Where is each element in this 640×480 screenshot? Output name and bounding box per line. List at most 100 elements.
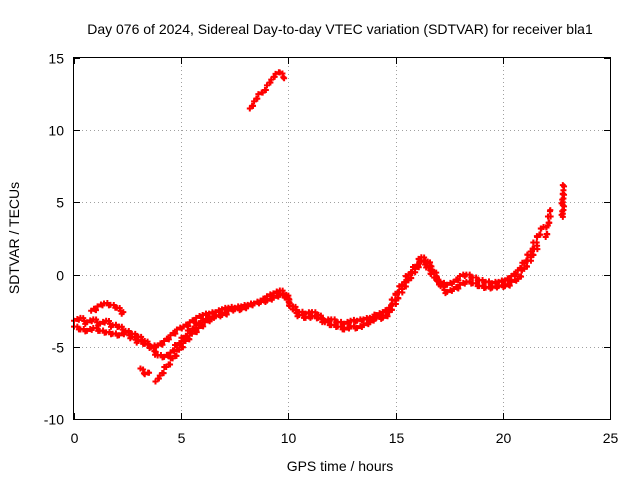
data-point	[518, 273, 525, 280]
data-point	[545, 219, 552, 226]
data-point	[200, 323, 207, 330]
data-point	[141, 371, 148, 378]
y-tick-label: -5	[52, 340, 65, 356]
data-point	[455, 285, 462, 292]
x-tick-label: 5	[178, 430, 186, 446]
data-point	[94, 303, 101, 310]
data-point	[144, 338, 151, 345]
data-point	[523, 263, 530, 270]
series-track-e	[137, 365, 153, 378]
data-point	[456, 281, 463, 288]
data-point	[559, 213, 566, 220]
data-point	[254, 95, 261, 102]
data-point	[250, 102, 257, 109]
data-point	[193, 314, 200, 321]
gridlines	[74, 58, 610, 419]
data-point	[270, 290, 277, 297]
y-tick-label: 15	[48, 51, 64, 67]
data-point	[440, 283, 447, 290]
data-point	[537, 231, 544, 238]
chart-title: Day 076 of 2024, Sidereal Day-to-day VTE…	[87, 21, 593, 37]
data-point	[263, 293, 270, 300]
data-point	[186, 336, 193, 343]
data-point	[409, 269, 416, 276]
data-point	[152, 348, 159, 355]
data-point	[244, 303, 251, 310]
series-track-d	[152, 316, 215, 385]
data-point	[286, 300, 293, 307]
data-point	[415, 262, 422, 269]
data-point	[543, 230, 550, 237]
data-point	[120, 309, 127, 316]
data-point	[319, 316, 326, 323]
data-point	[341, 326, 348, 333]
data-point	[173, 352, 180, 359]
data-point	[281, 75, 288, 82]
data-point	[388, 302, 395, 309]
data-point	[165, 336, 172, 343]
data-point	[255, 91, 262, 98]
data-point	[96, 320, 103, 327]
data-point	[83, 319, 90, 326]
y-tick-label: 10	[48, 123, 64, 139]
data-point	[402, 279, 409, 286]
data-point	[530, 252, 537, 259]
data-point	[172, 330, 179, 337]
data-point	[360, 322, 367, 329]
series-track-f	[246, 69, 288, 112]
data-point	[508, 278, 515, 285]
data-point	[201, 319, 208, 326]
series-track-c	[88, 300, 127, 317]
data-point	[370, 317, 377, 324]
data-markers	[71, 69, 568, 385]
y-axis-ticks: -10 -5 0 5 10 15	[44, 51, 610, 428]
data-point	[146, 369, 153, 376]
data-point	[392, 296, 399, 303]
x-axis-label: GPS time / hours	[287, 458, 394, 474]
y-tick-label: -10	[44, 412, 64, 428]
data-point	[354, 325, 361, 332]
data-point	[193, 329, 200, 336]
data-point	[191, 318, 198, 325]
data-point	[444, 288, 451, 295]
data-point	[395, 295, 402, 302]
data-point	[547, 213, 554, 220]
data-point	[160, 370, 167, 377]
series-track-b	[71, 242, 541, 361]
data-point	[179, 344, 186, 351]
data-point	[272, 70, 279, 77]
data-point	[208, 316, 215, 323]
data-point	[173, 326, 180, 333]
data-point	[534, 242, 541, 249]
data-point	[513, 271, 520, 278]
x-tick-label: 25	[603, 430, 619, 446]
data-point	[223, 311, 230, 318]
data-point	[251, 300, 258, 307]
data-point	[408, 275, 415, 282]
data-point	[455, 277, 462, 284]
x-tick-label: 0	[71, 430, 79, 446]
y-tick-label: 5	[56, 195, 64, 211]
x-tick-label: 20	[496, 430, 512, 446]
x-tick-label: 15	[389, 430, 405, 446]
series-track-a	[71, 223, 547, 350]
data-point	[92, 307, 99, 314]
data-point	[83, 327, 90, 334]
data-point	[159, 341, 166, 348]
data-point	[238, 306, 245, 313]
data-point	[262, 86, 269, 93]
data-point	[341, 320, 348, 327]
data-point	[506, 282, 513, 289]
data-point	[444, 281, 451, 288]
data-point	[373, 312, 380, 319]
data-point	[262, 297, 269, 304]
data-point	[116, 332, 123, 339]
series-track-h	[558, 182, 568, 220]
data-point	[167, 361, 174, 368]
data-point	[395, 289, 402, 296]
data-point	[546, 208, 553, 215]
data-point	[384, 308, 391, 315]
y-tick-label: 0	[56, 268, 64, 284]
series-track-g	[542, 207, 554, 241]
